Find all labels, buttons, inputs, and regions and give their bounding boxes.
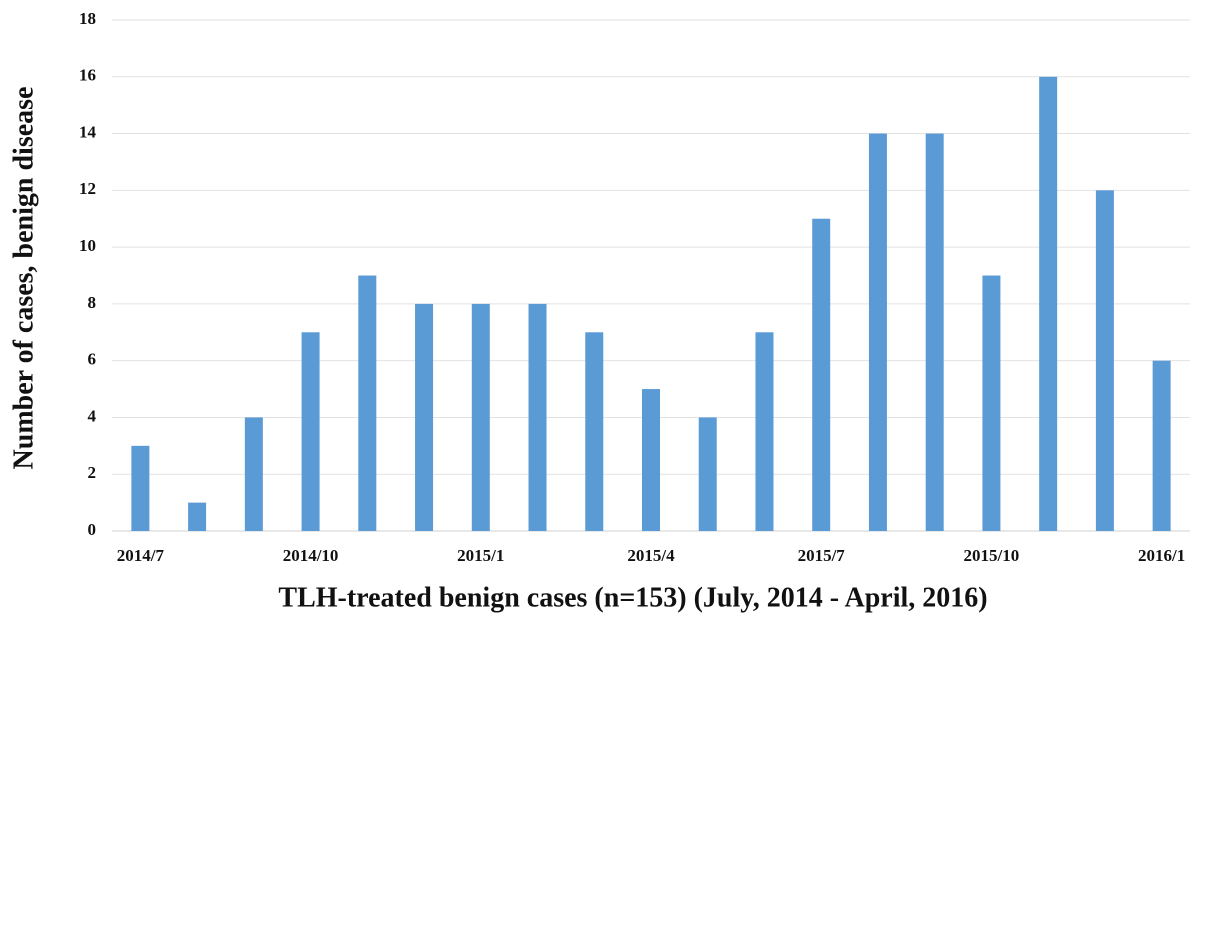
y-tick-label: 4 <box>88 406 97 425</box>
bar <box>358 275 377 531</box>
y-tick-label: 0 <box>88 520 97 539</box>
bar <box>528 303 547 531</box>
x-axis-title: TLH-treated benign cases (n=153) (July, … <box>278 582 987 613</box>
bar <box>925 133 944 532</box>
y-tick-label: 18 <box>79 9 96 28</box>
bar <box>1095 190 1114 532</box>
bar <box>415 303 434 531</box>
bar <box>1152 360 1171 531</box>
bar <box>812 218 831 531</box>
x-tick-label: 2014/10 <box>283 546 339 565</box>
bar <box>244 417 263 531</box>
bar <box>1039 76 1058 532</box>
bar <box>698 417 717 531</box>
bar <box>131 445 150 531</box>
y-tick-label: 6 <box>88 350 97 369</box>
bar <box>188 502 207 531</box>
x-tick-label: 2015/10 <box>964 546 1020 565</box>
y-tick-label: 10 <box>79 236 96 255</box>
y-tick-label: 8 <box>88 293 97 312</box>
y-tick-label: 14 <box>79 122 97 141</box>
bar <box>642 389 660 531</box>
bar <box>868 133 887 532</box>
bar <box>982 275 1001 531</box>
bar <box>471 303 490 531</box>
y-tick-label: 2 <box>88 463 97 482</box>
x-tick-label: 2015/4 <box>627 546 675 565</box>
y-tick-label: 16 <box>79 66 96 85</box>
x-tick-label: 2015/7 <box>798 546 846 565</box>
bar <box>301 332 320 531</box>
x-tick-label: 2015/1 <box>457 546 504 565</box>
bar <box>755 332 774 531</box>
y-axis-title: Number of cases, benign disease <box>8 87 39 470</box>
y-tick-label: 12 <box>79 179 96 198</box>
x-tick-label: 2016/1 <box>1138 546 1185 565</box>
bar <box>585 332 604 531</box>
x-tick-label: 2014/7 <box>117 546 165 565</box>
